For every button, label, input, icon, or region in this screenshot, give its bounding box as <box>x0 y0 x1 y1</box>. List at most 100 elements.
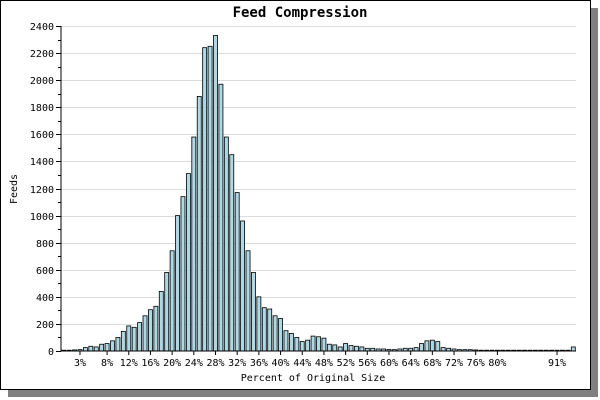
x-tick-label: 68% <box>423 358 441 369</box>
bar <box>185 173 191 352</box>
bar <box>316 336 321 352</box>
bar <box>153 305 159 352</box>
bar <box>283 330 289 352</box>
x-tick-label: 28% <box>206 358 224 369</box>
bar <box>234 192 240 352</box>
bar <box>120 330 126 352</box>
bar <box>175 215 180 352</box>
bar <box>310 335 316 352</box>
bar <box>207 45 213 352</box>
x-tick-label: 56% <box>358 358 376 369</box>
bar <box>82 347 88 352</box>
bar <box>142 315 148 352</box>
bar <box>137 322 143 352</box>
bar <box>115 337 121 352</box>
y-tick-label: 2000 <box>30 76 54 87</box>
bar <box>261 307 267 352</box>
x-tick-label: 24% <box>185 358 203 369</box>
bar <box>413 347 419 352</box>
bar <box>429 339 435 352</box>
x-tick-label: 3% <box>74 358 86 369</box>
bar <box>180 196 186 352</box>
x-tick-label: 32% <box>228 358 246 369</box>
x-tick-label: 60% <box>380 358 398 369</box>
y-tick-label: 1000 <box>30 212 54 223</box>
bar <box>99 343 105 352</box>
bar <box>126 325 132 352</box>
bar <box>240 220 246 352</box>
x-tick-label: 48% <box>315 358 333 369</box>
bar <box>164 272 170 352</box>
bar <box>158 291 164 352</box>
bar <box>245 250 251 352</box>
x-tick-label: 64% <box>402 358 420 369</box>
bar <box>229 154 235 352</box>
bar <box>256 296 262 352</box>
x-tick-label: 76% <box>467 358 485 369</box>
y-tick-label: 2200 <box>30 49 54 60</box>
x-tick-label: 36% <box>250 358 268 369</box>
x-tick-label: 20% <box>163 358 181 369</box>
x-tick-label: 40% <box>272 358 290 369</box>
bar <box>326 343 332 352</box>
y-tick-label: 1200 <box>30 185 54 196</box>
bar <box>440 347 446 352</box>
bar <box>321 337 327 352</box>
bar <box>218 83 224 352</box>
bar <box>435 341 441 352</box>
y-tick-label: 800 <box>36 239 54 250</box>
bar <box>343 343 349 352</box>
bar <box>424 340 430 352</box>
bar <box>348 345 354 352</box>
bar <box>294 337 300 352</box>
x-tick-label: 44% <box>293 358 311 369</box>
bar <box>272 315 278 352</box>
bar <box>223 136 229 352</box>
frame-shadow-right <box>591 8 598 397</box>
x-tick-label: 72% <box>445 358 463 369</box>
chart-title: Feed Compression <box>233 5 368 21</box>
y-tick-label: 400 <box>36 293 54 304</box>
bar <box>88 345 94 352</box>
y-tick-label: 2400 <box>30 22 54 33</box>
x-tick-labels: 3% 8% 12% 16% 20% 24% 28% 32% 36% 40% 44% 48% 52% 56%… <box>74 358 566 369</box>
bar <box>288 332 294 352</box>
plot-area <box>61 26 576 351</box>
bar <box>202 47 208 352</box>
bar <box>251 272 256 352</box>
bar <box>213 35 218 352</box>
bar <box>278 318 283 352</box>
bar <box>148 309 153 352</box>
y-tick-labels: 0 200 400 600 800 1000 1200 1400 1600 1800 2000 220… <box>30 22 54 358</box>
y-tick-label: 200 <box>36 320 54 331</box>
x-tick-label: 8% <box>101 358 113 369</box>
bar <box>570 346 576 352</box>
y-tick-label: 1600 <box>30 130 54 141</box>
bar <box>359 346 365 352</box>
bar <box>354 345 359 352</box>
x-axis-title: Percent of Original Size <box>241 373 386 384</box>
bar <box>191 136 197 352</box>
bar <box>305 339 311 352</box>
y-tick-label: 0 <box>48 347 54 358</box>
x-tick-label: 12% <box>120 358 138 369</box>
bar <box>196 96 202 352</box>
x-tick-label: 80% <box>488 358 506 369</box>
y-tick-label: 600 <box>36 266 54 277</box>
bar <box>267 308 273 352</box>
bar <box>104 343 110 352</box>
bar <box>93 346 99 352</box>
bar <box>419 343 424 352</box>
axes <box>56 26 576 355</box>
bar <box>131 326 137 352</box>
bar <box>337 346 343 352</box>
x-tick-label: 91% <box>548 358 566 369</box>
bar <box>110 340 115 352</box>
bar <box>169 250 175 352</box>
y-tick-label: 1400 <box>30 157 54 168</box>
y-axis-title: Feeds <box>9 174 20 204</box>
y-tick-label: 1800 <box>30 103 54 114</box>
bar <box>332 344 338 352</box>
x-tick-label: 52% <box>337 358 355 369</box>
